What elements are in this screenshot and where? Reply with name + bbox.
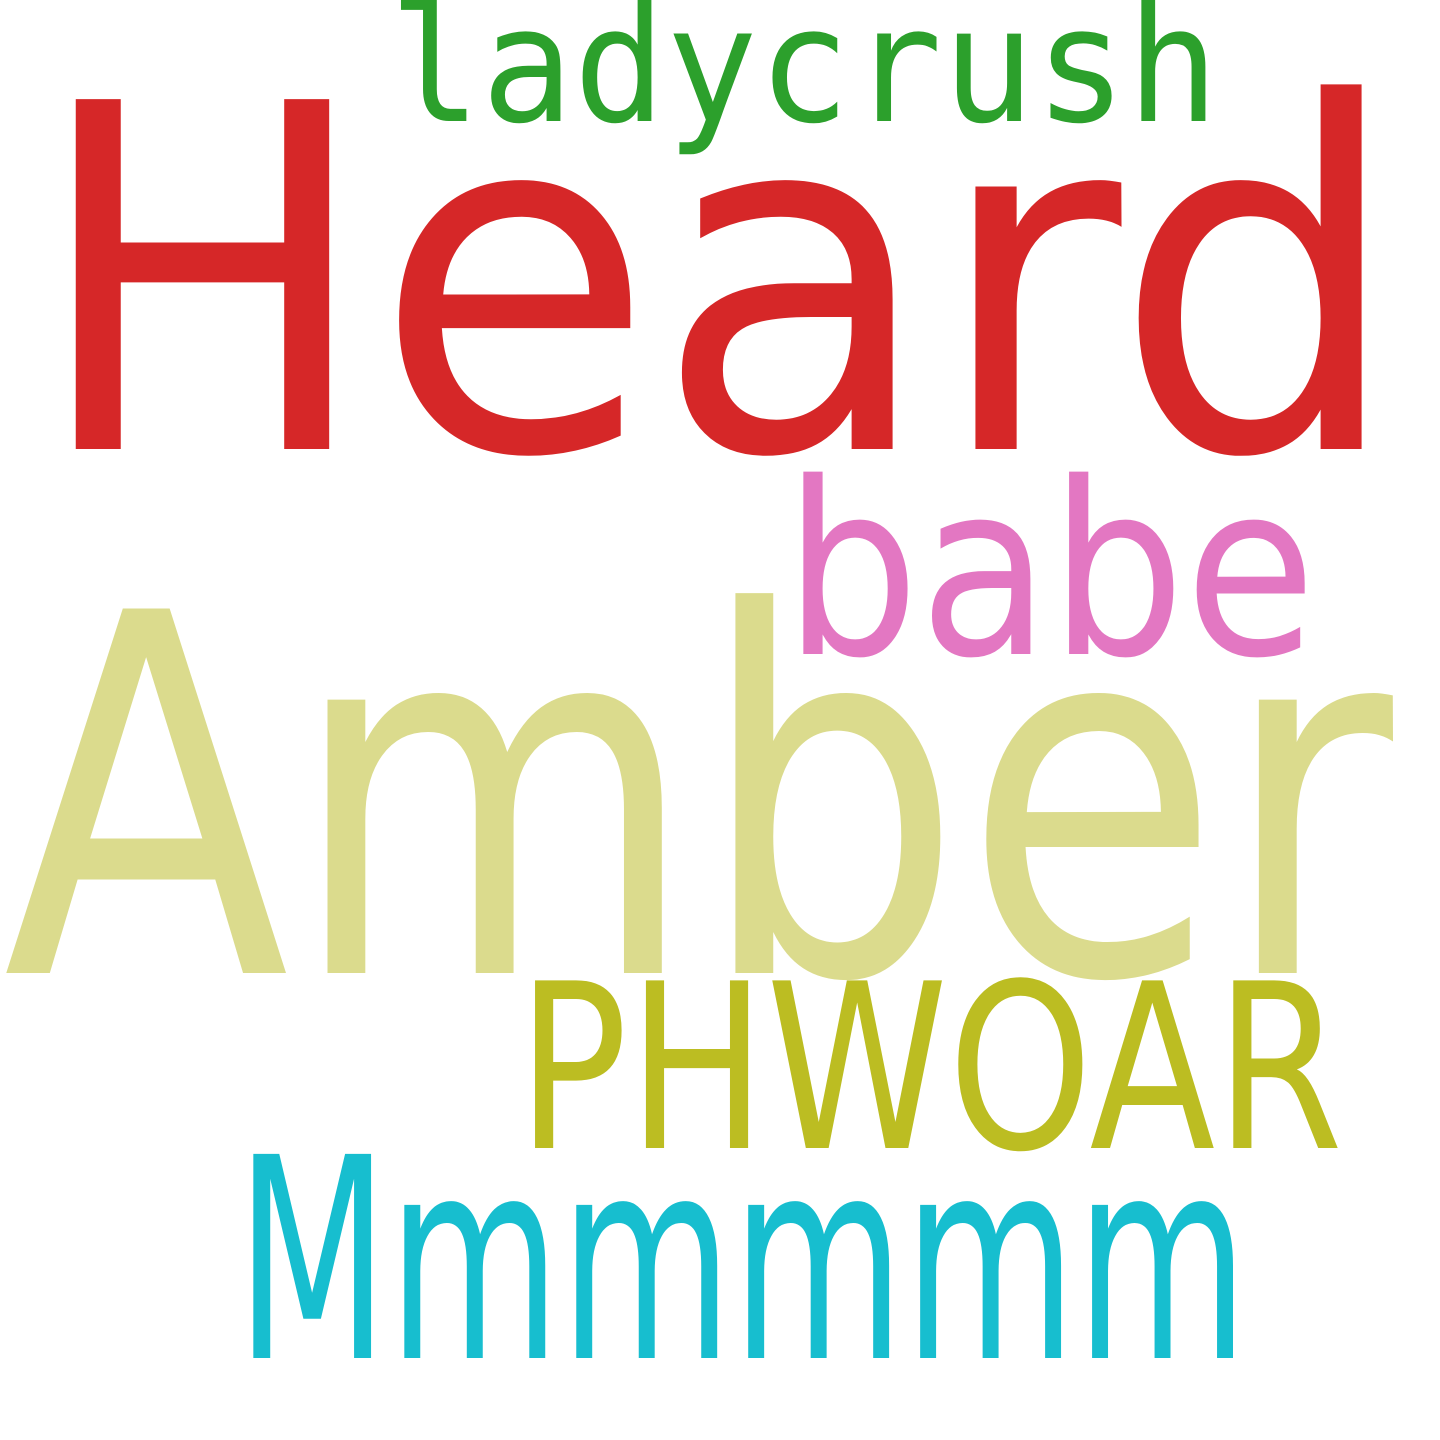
- word-mmmmmm: Mmmmmm: [236, 1099, 1248, 1425]
- word-babe: babe: [784, 431, 1316, 711]
- word-ladycrush: ladycrush: [389, 0, 1219, 159]
- word-heard: Heard: [31, 4, 1403, 563]
- word-amber: Amber: [3, 509, 1397, 1091]
- word-phwoar: PHWOAR: [517, 936, 1343, 1203]
